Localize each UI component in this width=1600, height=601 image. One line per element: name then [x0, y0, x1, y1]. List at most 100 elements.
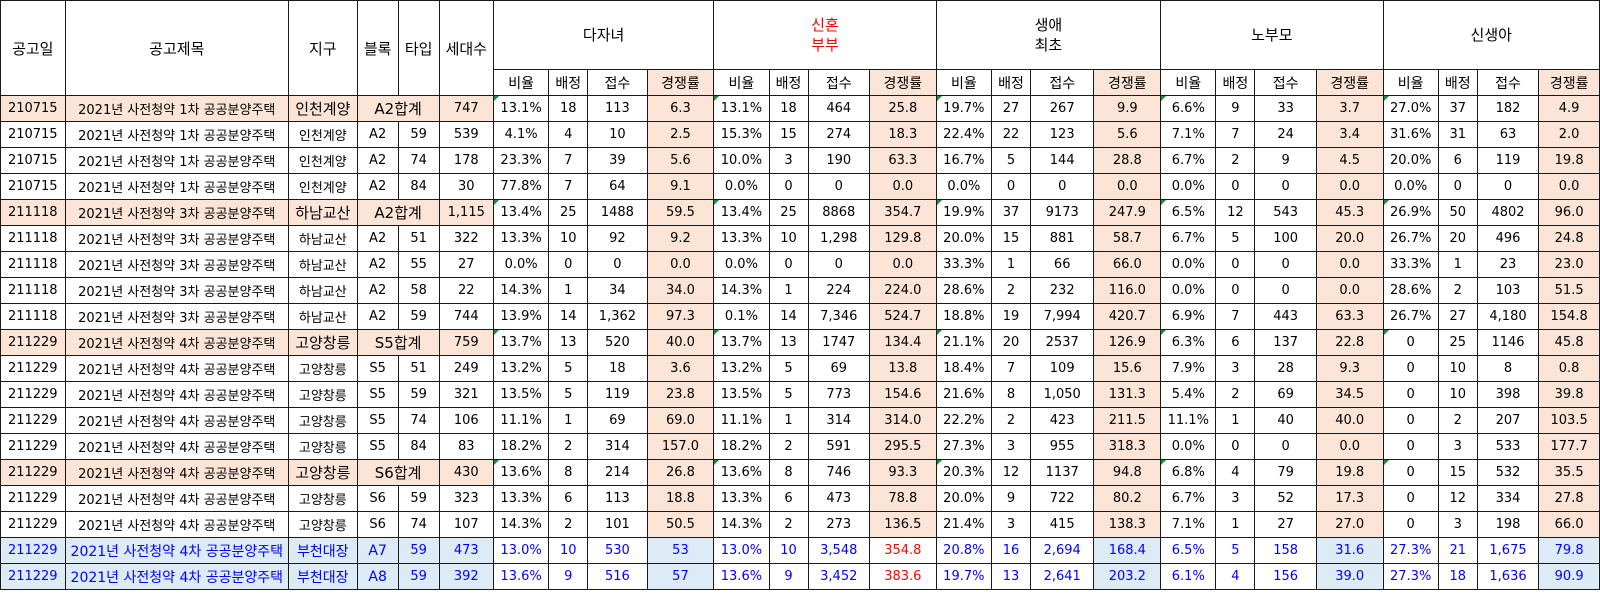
cell-applied: 2,641	[1029, 563, 1095, 590]
cell-applied: 0	[1476, 173, 1540, 200]
table-row: 211118 2021년 사전청약 3차 공공분양주택 하남교산 A2 58 22 14.3…	[0, 277, 1600, 304]
cell-rate: 19.8	[1315, 459, 1384, 486]
cell-alloc: 2	[768, 433, 809, 460]
cell-block: S5	[356, 407, 399, 434]
cell-rate: 314.0	[869, 407, 937, 434]
cell-applied: 1,050	[1029, 381, 1095, 408]
cell-applied: 464	[807, 95, 871, 122]
cell-alloc: 7	[1215, 121, 1256, 148]
cell-rate: 27.8	[1538, 485, 1600, 512]
cell-rate: 40.0	[1315, 407, 1384, 434]
table-row: 211229 2021년 사전청약 4차 공공분양주택 고양창릉 S5 59 321 13.…	[0, 381, 1600, 408]
cell-rate: 31.6	[1315, 537, 1384, 564]
cell-rate: 203.2	[1093, 563, 1162, 590]
cell-rate: 4.5	[1315, 147, 1384, 174]
table-row: 210715 2021년 사전청약 1차 공공분양주택 인천계양 A2 74 178 23.…	[0, 147, 1600, 174]
header-sub-applied: 접수	[1476, 69, 1540, 96]
header-group-line: 노부모	[1251, 26, 1293, 44]
header-group-2: 생애 최초	[935, 0, 1162, 70]
cell-alloc: 1	[768, 407, 809, 434]
header-sub-applied: 접수	[807, 69, 871, 96]
cell-ratio: 0.0%	[1160, 433, 1217, 460]
cell-rate: 18.8	[646, 485, 715, 512]
cell-title: 2021년 사전청약 4차 공공분양주택	[64, 459, 289, 486]
header-sub-alloc: 배정	[1437, 69, 1478, 96]
table-row: 210715 2021년 사전청약 1차 공공분양주택 인천계양 A2 59 539 4.1…	[0, 121, 1600, 148]
cell-date: 211229	[0, 537, 66, 564]
cell-alloc: 5	[768, 381, 809, 408]
cell-rate: 129.8	[869, 225, 937, 252]
cell-title: 2021년 사전청약 3차 공공분양주택	[64, 225, 289, 252]
cell-date: 211229	[0, 459, 66, 486]
cell-rate: 295.5	[869, 433, 937, 460]
cell-applied: 100	[1254, 225, 1317, 252]
cell-alloc: 3	[768, 147, 809, 174]
header-group-0: 다자녀	[492, 0, 715, 70]
cell-alloc: 10	[1437, 381, 1478, 408]
cell-applied: 1747	[807, 329, 871, 356]
cell-alloc: 2	[1437, 407, 1478, 434]
cell-type: 51	[397, 225, 440, 252]
cell-ratio: 28.6%	[935, 277, 993, 304]
cell-district: 하남교산	[287, 277, 358, 304]
cell-date: 211229	[0, 511, 66, 538]
cell-rate: 13.8	[869, 355, 937, 382]
cell-type: 59	[397, 563, 440, 590]
cell-ratio: 0	[1382, 459, 1439, 486]
cell-title: 2021년 사전청약 3차 공공분양주택	[64, 199, 289, 226]
cell-applied: 232	[1029, 277, 1095, 304]
cell-ratio: 0.0%	[713, 251, 770, 278]
cell-ratio: 18.4%	[935, 355, 993, 382]
cell-ratio: 13.4%	[492, 199, 550, 226]
cell-title: 2021년 사전청약 3차 공공분양주택	[64, 303, 289, 330]
cell-rate: 45.8	[1538, 329, 1600, 356]
cell-rate: 50.5	[646, 511, 715, 538]
cell-rate: 66.0	[1093, 251, 1162, 278]
cell-applied: 64	[587, 173, 648, 200]
cell-applied: 113	[587, 95, 648, 122]
cell-ratio: 13.0%	[492, 537, 550, 564]
cell-applied: 156	[1254, 563, 1317, 590]
cell-ratio: 11.1%	[1160, 407, 1217, 434]
cell-ratio: 21.1%	[935, 329, 993, 356]
cell-alloc: 0	[768, 173, 809, 200]
cell-block: A2	[356, 173, 399, 200]
cell-rate: 39.8	[1538, 381, 1600, 408]
cell-rate: 0.0	[1093, 173, 1162, 200]
cell-ratio: 7.1%	[1160, 511, 1217, 538]
cell-applied: 516	[587, 563, 648, 590]
cell-district: 부천대장	[287, 537, 358, 564]
cell-district: 고양창릉	[287, 329, 358, 356]
cell-alloc: 2	[1215, 147, 1256, 174]
cell-ratio: 13.7%	[492, 329, 550, 356]
cell-ratio: 13.6%	[492, 563, 550, 590]
cell-rate: 0.0	[869, 251, 937, 278]
cell-type: 59	[397, 485, 440, 512]
cell-ratio: 20.0%	[935, 225, 993, 252]
cell-ratio: 13.6%	[713, 563, 770, 590]
header-group-4: 신생아	[1382, 0, 1600, 70]
cell-applied: 18	[587, 355, 648, 382]
cell-applied: 27	[1254, 511, 1317, 538]
cell-ratio: 19.7%	[935, 95, 993, 122]
cell-alloc: 27	[1437, 303, 1478, 330]
cell-ratio: 23.3%	[492, 147, 550, 174]
cell-block: A2	[356, 225, 399, 252]
cell-applied: 0	[1254, 251, 1317, 278]
cell-alloc: 9	[548, 563, 589, 590]
cell-rate: 78.8	[869, 485, 937, 512]
cell-alloc: 25	[548, 199, 589, 226]
cell-ratio: 13.2%	[492, 355, 550, 382]
cell-ratio: 14.3%	[492, 511, 550, 538]
cell-alloc: 2	[548, 433, 589, 460]
cell-alloc: 1	[1215, 407, 1256, 434]
cell-applied: 314	[807, 407, 871, 434]
cell-alloc: 6	[1437, 147, 1478, 174]
cell-alloc: 4	[1215, 459, 1256, 486]
cell-rate: 26.8	[646, 459, 715, 486]
cell-alloc: 1	[1437, 251, 1478, 278]
table-row: 211229 2021년 사전청약 4차 공공분양주택 고양창릉 S5합계 759 13.…	[0, 329, 1600, 356]
cell-rate: 2.5	[646, 121, 715, 148]
cell-ratio: 11.1%	[492, 407, 550, 434]
cell-rate: 24.8	[1538, 225, 1600, 252]
